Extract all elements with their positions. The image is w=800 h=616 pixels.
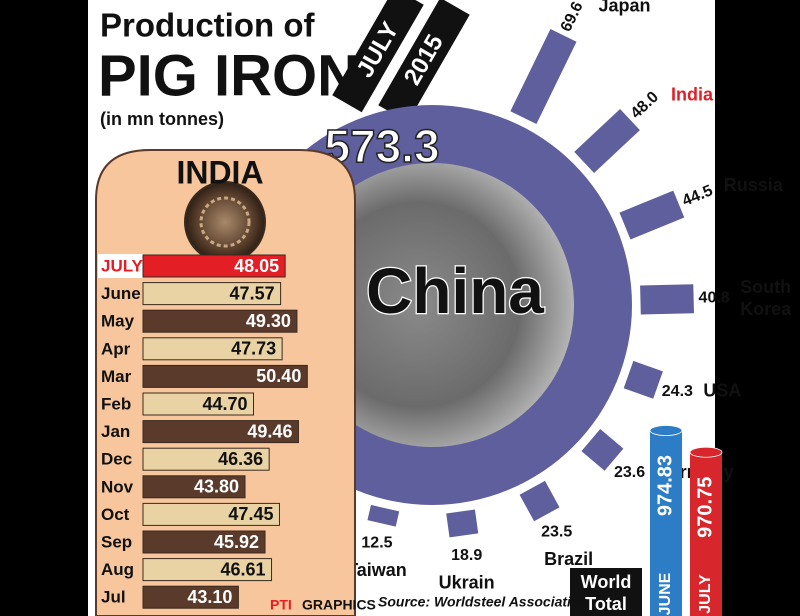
- category-label: JUNE: [657, 572, 674, 615]
- center-label: China: [366, 255, 544, 327]
- title: Production of: [100, 7, 315, 44]
- radial-bar: [622, 359, 665, 400]
- radial-bar: [509, 27, 578, 126]
- category-label: South Korea: [740, 277, 792, 319]
- value-label: 44.70: [202, 394, 247, 414]
- value-label: 24.3: [662, 383, 693, 400]
- emblem: [184, 181, 266, 263]
- category-label: Japan: [598, 0, 650, 16]
- title-box: [570, 568, 642, 616]
- category-label: Russia: [724, 175, 784, 195]
- column-top: [689, 446, 723, 458]
- bar: [142, 392, 254, 416]
- bar: [142, 337, 283, 361]
- world-total-title: World Total: [581, 572, 632, 614]
- radial-bar: [445, 508, 480, 539]
- value-label: 48.05: [234, 256, 279, 276]
- value-label: 974.83: [654, 455, 676, 516]
- tag-band: [378, 0, 470, 123]
- radial-bar: [580, 427, 625, 473]
- column: [690, 452, 722, 616]
- bar: [142, 420, 299, 444]
- category-label: Brazil: [544, 549, 593, 569]
- brand-text: GRAPHICS: [302, 597, 376, 613]
- value-label: 47.57: [230, 283, 275, 303]
- ring-image: [290, 163, 574, 447]
- value-label: 43.10: [187, 587, 232, 607]
- category-label: Taiwan: [347, 560, 407, 580]
- radial-bar: [366, 503, 401, 528]
- bar: [142, 447, 270, 471]
- value-label: 45.92: [214, 532, 259, 552]
- category-label: May: [101, 312, 135, 331]
- value-label: 47.45: [228, 504, 273, 524]
- category-label: June: [101, 284, 141, 303]
- category-label: JULY: [101, 256, 144, 275]
- bar: [142, 585, 239, 609]
- column-top: [649, 425, 683, 436]
- category-label: Aug: [101, 560, 134, 579]
- bar: [142, 254, 286, 278]
- category-label: Jan: [101, 422, 130, 441]
- radial-bar: [518, 479, 561, 523]
- bar: [142, 502, 280, 526]
- value-label: 46.61: [220, 559, 265, 579]
- source: Source: Worldsteel Association: [378, 594, 588, 610]
- emblem-ring: [199, 196, 251, 248]
- bar: [142, 364, 308, 388]
- tag-band: [332, 0, 424, 113]
- radial-bar: [572, 107, 642, 175]
- value-label: 50.40: [256, 366, 301, 386]
- india-chart: INDIA JULY 48.05 June 47.57 May 49.30 Apr 47.73 M…: [98, 154, 308, 609]
- value-label: 18.9: [451, 547, 482, 564]
- radial-bar: [618, 189, 686, 241]
- category-label: Jul: [101, 588, 126, 607]
- category-label: Sep: [101, 532, 132, 551]
- tag: 2015: [378, 0, 470, 123]
- bar: [142, 282, 282, 306]
- value-label: 23.6: [614, 464, 645, 481]
- category-label: Feb: [101, 394, 131, 413]
- category-label: Nov: [101, 477, 134, 496]
- india-title: INDIA: [176, 154, 263, 190]
- value-label: 49.46: [247, 421, 292, 441]
- column: [650, 430, 682, 616]
- category-label: Mar: [101, 367, 132, 386]
- category-label: India: [671, 84, 714, 104]
- brand-logo: PTI: [270, 597, 292, 613]
- value-label: 49.30: [246, 311, 291, 331]
- value-label: 46.36: [218, 449, 263, 469]
- subtitle: (in mn tonnes): [100, 109, 224, 129]
- bar: [142, 558, 273, 582]
- category-label: Apr: [101, 339, 131, 358]
- category-label: Dec: [101, 450, 132, 469]
- category-label: Oct: [101, 505, 130, 524]
- category-label: Ukrain: [439, 572, 495, 592]
- category-label: JULY: [697, 574, 714, 614]
- category-label: USA: [703, 381, 741, 401]
- value-label: 40.8: [699, 289, 730, 306]
- bar: [142, 309, 298, 333]
- world-total-chart: World Total JUNE 974.83 JULY 970.75: [570, 425, 723, 616]
- value-label: 12.5: [361, 535, 392, 552]
- value-label: 970.75: [694, 477, 716, 538]
- radial-bar: [639, 283, 696, 316]
- value-label: 47.73: [231, 339, 276, 359]
- bar: [142, 475, 246, 499]
- title-main: PIG IRON: [98, 43, 359, 108]
- highlight-row: [98, 254, 143, 278]
- value-label: 23.5: [541, 523, 572, 540]
- value-label: 43.80: [194, 477, 239, 497]
- bar: [142, 530, 266, 554]
